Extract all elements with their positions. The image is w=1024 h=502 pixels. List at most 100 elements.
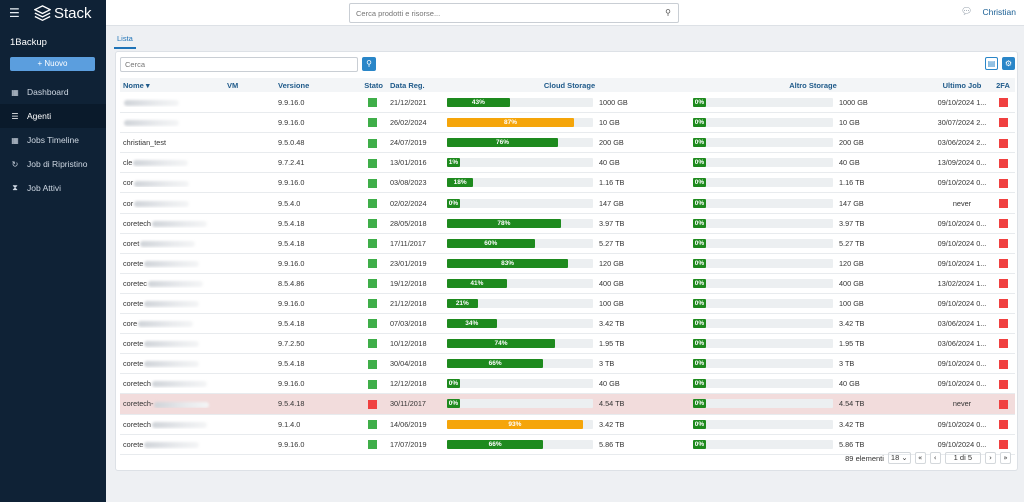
table-row[interactable]: corete 9.5.4.18 30/04/2018 66% 3 TB 0% 3 TB 09/… bbox=[120, 354, 1015, 375]
sidebar-item-label: Job Attivi bbox=[27, 183, 62, 193]
sidebar-item-job-di-ripristino[interactable]: ↻ Job di Ripristino bbox=[0, 152, 106, 176]
cloud-storage-bar: 66% bbox=[447, 359, 593, 369]
export-button[interactable]: ▤ bbox=[985, 57, 998, 70]
status-cell bbox=[361, 198, 383, 208]
table-row[interactable]: corete 9.9.16.0 23/01/2019 83% 120 GB 0% 120 G… bbox=[120, 254, 1015, 274]
sidebar-item-job-attivi[interactable]: ⧗ Job Attivi bbox=[0, 176, 106, 200]
page-size-select[interactable]: 18 ⌄ bbox=[887, 452, 911, 464]
status-indicator bbox=[367, 339, 377, 349]
table-row[interactable]: 9.9.16.0 21/12/2021 43% 1000 GB 0% 1000 GB 09/… bbox=[120, 93, 1015, 114]
table-row[interactable]: core 9.5.4.18 07/03/2018 34% 3.42 TB 0% 3.42 T… bbox=[120, 314, 1015, 335]
search-icon[interactable]: ⚲ bbox=[665, 8, 671, 17]
table-row[interactable]: coretech 9.1.4.0 14/06/2019 93% 3.42 TB 0% 3.4… bbox=[120, 415, 1015, 435]
agent-name[interactable]: corete bbox=[123, 339, 144, 349]
agent-name[interactable]: cor bbox=[123, 198, 134, 208]
agent-name[interactable]: coret bbox=[123, 238, 140, 248]
agent-name[interactable]: corete bbox=[123, 439, 144, 449]
col-altro-header[interactable]: Altro Storage bbox=[789, 80, 837, 90]
agent-name[interactable]: coretech bbox=[123, 218, 151, 228]
table-row[interactable]: coretec 8.5.4.86 19/12/2018 41% 400 GB 0% 400 … bbox=[120, 274, 1015, 294]
hamburger-menu-icon[interactable]: ☰ bbox=[9, 6, 20, 20]
status-cell bbox=[361, 379, 383, 389]
col-lastjob-header[interactable]: Ultimo Job bbox=[942, 80, 982, 90]
agent-name[interactable]: corete bbox=[123, 298, 144, 308]
sidebar-item-jobs-timeline[interactable]: ▦ Jobs Timeline bbox=[0, 128, 106, 152]
cloud-storage-cell: 60% 5.27 TB bbox=[446, 238, 693, 248]
table-search-button[interactable]: ⚲ bbox=[362, 57, 376, 71]
table-row[interactable]: corete 9.7.2.50 10/12/2018 74% 1.95 TB 0% 1.95… bbox=[120, 334, 1015, 355]
table-row[interactable]: cle 9.7.2.41 13/01/2016 1% 40 GB 0% 40 GB 13/09… bbox=[120, 153, 1015, 174]
status-indicator bbox=[367, 158, 377, 168]
other-storage-size: 5.27 TB bbox=[839, 238, 865, 248]
table-row[interactable]: corete 9.9.16.0 21/12/2018 21% 100 GB 0% 100 G… bbox=[120, 294, 1015, 315]
other-storage-bar: 0% bbox=[693, 379, 833, 389]
table-row[interactable]: cor 9.5.4.0 02/02/2024 0% 147 GB 0% 147 GB neve… bbox=[120, 193, 1015, 214]
agent-name[interactable]: corete bbox=[123, 258, 144, 268]
col-name-header[interactable]: Nome ▾ bbox=[123, 80, 150, 90]
2fa-cell bbox=[991, 419, 1015, 429]
other-storage-fill: 0% bbox=[693, 218, 706, 228]
table-row[interactable]: coretech- 9.5.4.18 30/11/2017 0% 4.54 TB 0% 4.… bbox=[120, 394, 1015, 415]
agent-name[interactable]: cor bbox=[123, 178, 134, 188]
sidebar-nav: ▦ Dashboard ☰ Agenti ▦ Jobs Timeline ↻ Job di R… bbox=[0, 80, 106, 200]
restore-icon: ↻ bbox=[11, 159, 19, 169]
table-row[interactable]: coret 9.5.4.18 17/11/2017 60% 5.27 TB 0% 5.27 … bbox=[120, 234, 1015, 254]
cloud-storage-cell: 83% 120 GB bbox=[446, 258, 693, 268]
agent-name[interactable]: coretec bbox=[123, 278, 147, 288]
agent-name-cell: cor bbox=[120, 199, 227, 208]
agent-name[interactable]: corete bbox=[123, 359, 144, 369]
table-row[interactable]: cor 9.9.16.0 03/08/2023 18% 1.16 TB 0% 1.16 TB… bbox=[120, 173, 1015, 194]
first-page-button[interactable]: « bbox=[914, 452, 926, 464]
redacted-name bbox=[140, 240, 196, 247]
table-search-input[interactable] bbox=[120, 57, 358, 72]
col-status-header[interactable]: Stato bbox=[364, 80, 383, 90]
col-2fa-header[interactable]: 2FA bbox=[996, 80, 1010, 90]
last-job-cell: 09/10/2024 1... bbox=[937, 98, 987, 108]
other-storage-cell: 0% 147 GB bbox=[693, 198, 933, 208]
other-storage-size: 40 GB bbox=[839, 379, 860, 389]
sidebar-item-agenti[interactable]: ☰ Agenti bbox=[0, 104, 106, 128]
chat-icon[interactable]: 💬︎ bbox=[961, 7, 973, 17]
agent-name[interactable]: coretech- bbox=[123, 399, 154, 409]
cloud-storage-fill: 1% bbox=[447, 158, 460, 168]
cloud-storage-fill: 78% bbox=[447, 218, 561, 228]
agent-name[interactable]: coretech bbox=[123, 419, 151, 429]
version-cell: 9.5.4.18 bbox=[278, 218, 305, 228]
col-vm-header[interactable]: VM bbox=[227, 80, 239, 90]
user-area: 💬︎ Christian bbox=[961, 7, 1016, 17]
version-cell: 9.5.4.18 bbox=[278, 319, 305, 329]
col-cloud-header[interactable]: Cloud Storage bbox=[543, 80, 596, 90]
table-row[interactable]: coretech 9.9.16.0 12/12/2018 0% 40 GB 0% 40 GB… bbox=[120, 374, 1015, 395]
cloud-storage-bar: 83% bbox=[447, 258, 593, 268]
prev-page-button[interactable]: ‹ bbox=[929, 452, 941, 464]
global-search-input[interactable] bbox=[350, 4, 655, 22]
2fa-cell bbox=[991, 238, 1015, 248]
stack-logo-icon bbox=[34, 4, 51, 21]
col-reg-header[interactable]: Data Reg. bbox=[390, 80, 425, 90]
logo[interactable]: Stack bbox=[34, 3, 92, 23]
agent-name-cell: corete bbox=[120, 299, 227, 308]
cloud-storage-size: 5.86 TB bbox=[599, 439, 625, 449]
agent-name[interactable]: cle bbox=[123, 158, 133, 168]
agent-name[interactable]: christian_test bbox=[123, 138, 166, 148]
settings-button[interactable]: ⚙ bbox=[1002, 57, 1015, 70]
col-version-header[interactable]: Versione bbox=[278, 80, 310, 90]
tab-lista[interactable]: Lista bbox=[114, 32, 136, 49]
status-indicator bbox=[367, 279, 377, 289]
user-name[interactable]: Christian bbox=[982, 7, 1016, 17]
redacted-name bbox=[144, 341, 200, 348]
new-button[interactable]: + Nuovo bbox=[10, 57, 95, 71]
table-row[interactable]: corete 9.9.16.0 17/07/2019 66% 5.86 TB 0% 5.86… bbox=[120, 435, 1015, 455]
agent-name[interactable]: core bbox=[123, 319, 138, 329]
next-page-button[interactable]: › bbox=[985, 452, 996, 464]
last-page-button[interactable]: » bbox=[1000, 452, 1011, 464]
sidebar-item-dashboard[interactable]: ▦ Dashboard bbox=[0, 80, 106, 104]
other-storage-cell: 0% 1000 GB bbox=[693, 98, 933, 108]
cloud-storage-cell: 34% 3.42 TB bbox=[446, 319, 693, 329]
table-row[interactable]: coretech 9.5.4.18 28/05/2018 78% 3.97 TB 0% 3.… bbox=[120, 214, 1015, 234]
table-row[interactable]: christian_test 9.5.0.48 24/07/2019 76% 200 G… bbox=[120, 133, 1015, 154]
status-indicator bbox=[367, 399, 377, 409]
table-row[interactable]: 9.9.16.0 26/02/2024 87% 10 GB 0% 10 GB 30/07/2… bbox=[120, 113, 1015, 134]
version-cell: 9.9.16.0 bbox=[278, 118, 305, 128]
agent-name[interactable]: coretech bbox=[123, 379, 151, 389]
